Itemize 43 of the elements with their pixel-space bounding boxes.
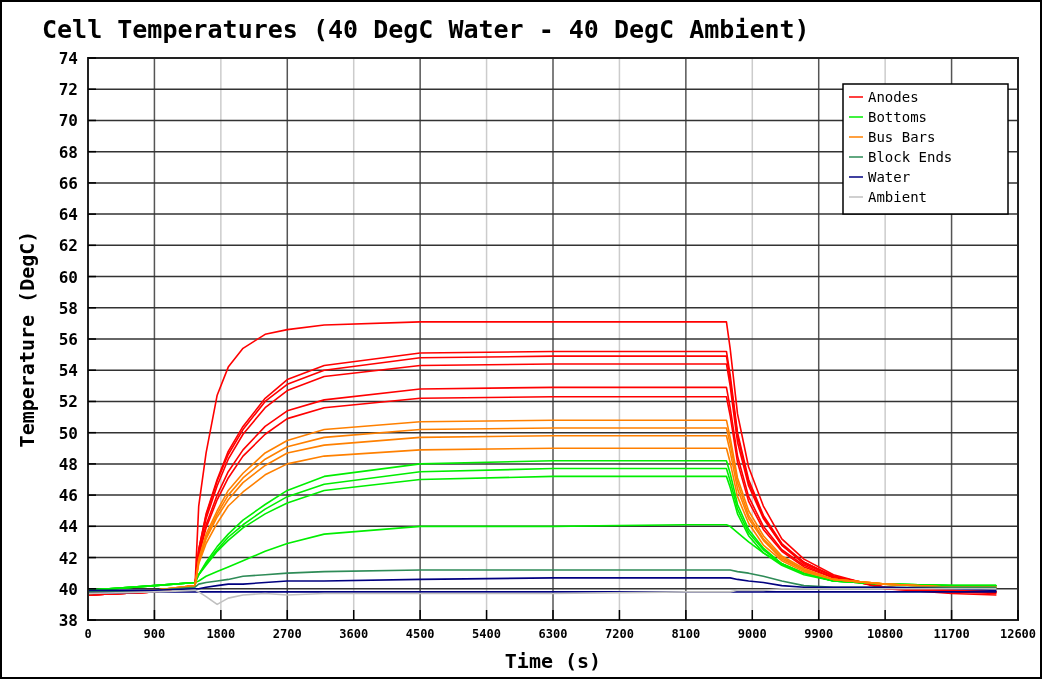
x-tick-label: 7200	[604, 627, 634, 641]
x-tick-label: 10800	[867, 627, 904, 641]
x-tick-label: 12600	[999, 627, 1037, 641]
y-tick-label: 50	[58, 423, 78, 443]
y-tick-label: 68	[58, 142, 78, 162]
y-tick-label: 48	[58, 454, 78, 474]
y-tick-label: 70	[58, 111, 78, 131]
legend-label: Bottoms	[868, 109, 928, 125]
legend-label: Ambient	[868, 189, 928, 205]
y-tick-label: 56	[58, 330, 78, 349]
y-tick-label: 58	[58, 298, 78, 318]
y-axis-title: Temperature (DegC)	[15, 230, 39, 448]
y-tick-label: 46	[58, 486, 78, 506]
x-tick-label: 5400	[472, 627, 502, 641]
y-tick-label: 52	[58, 392, 78, 412]
y-tick-label: 64	[58, 205, 78, 225]
x-tick-label: 9900	[804, 627, 834, 641]
y-tick-label: 62	[58, 236, 78, 256]
y-tick-label: 42	[58, 548, 78, 568]
x-tick-label: 11700	[933, 627, 970, 641]
y-tick-label: 40	[58, 579, 78, 599]
legend-label: Block Ends	[868, 149, 953, 165]
y-tick-label: 74	[58, 49, 78, 68]
x-tick-label: 1800	[206, 627, 236, 641]
x-tick-label: 2700	[272, 627, 302, 641]
y-tick-label: 60	[58, 267, 78, 287]
x-tick-label: 8100	[671, 627, 701, 641]
x-tick-label: 9000	[737, 627, 767, 641]
x-tick-label: 0	[84, 627, 92, 641]
x-axis-title: Time (s)	[504, 649, 602, 673]
legend-label: Bus Bars	[868, 129, 936, 145]
y-tick-label: 66	[58, 173, 78, 193]
legend-label: Anodes	[868, 89, 919, 105]
y-tick-label: 72	[58, 80, 78, 100]
x-tick-label: 4500	[405, 627, 435, 641]
legend-label: Water	[868, 169, 911, 185]
x-tick-label: 6300	[538, 627, 568, 641]
x-tick-label: 900	[143, 627, 166, 641]
y-tick-label: 44	[58, 517, 78, 537]
x-tick-label: 3600	[339, 627, 369, 641]
y-tick-label: 38	[58, 611, 78, 630]
y-tick-label: 54	[58, 361, 78, 381]
chart-title: Cell Temperatures (40 DegC Water - 40 DegC Ambient)	[42, 15, 810, 44]
